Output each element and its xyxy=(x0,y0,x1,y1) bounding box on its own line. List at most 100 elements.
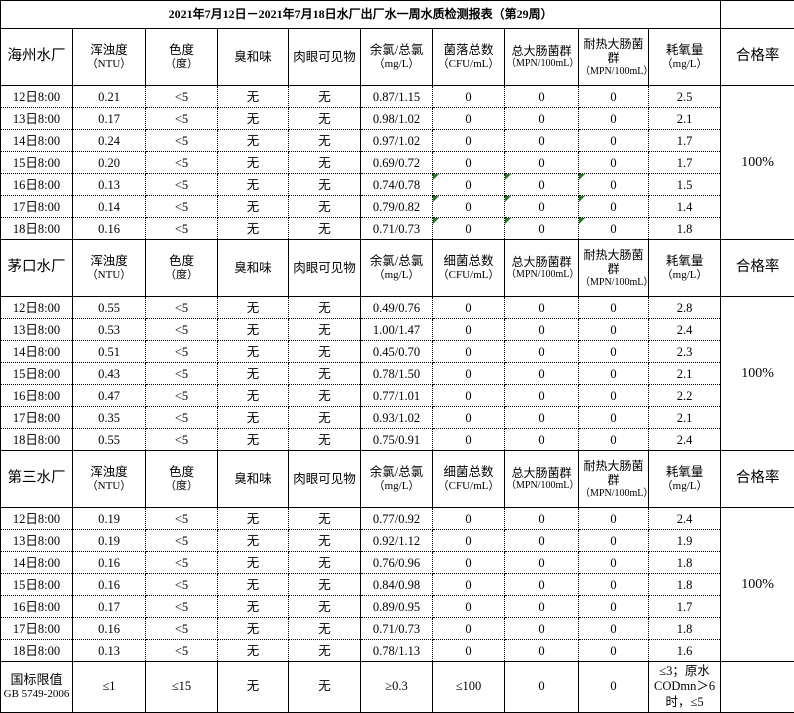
cell-time: 13日8:00 xyxy=(1,530,73,552)
cell-coliform: 0 xyxy=(505,429,579,451)
cell-time: 18日8:00 xyxy=(1,640,73,662)
cell-odor: 无 xyxy=(218,218,289,240)
cell-bacteria: 0 xyxy=(433,385,505,407)
cell-chlorine: 0.49/0.76 xyxy=(361,297,433,319)
col-header-rate: 合格率 xyxy=(721,240,794,297)
cell-thermo-coliform: 0 xyxy=(579,640,649,662)
cell-cod: 1.7 xyxy=(649,130,721,152)
plant-name: 第三水厂 xyxy=(1,451,73,508)
cell-cod: 2.4 xyxy=(649,319,721,341)
cell-odor: 无 xyxy=(218,530,289,552)
cell-turbidity: 0.17 xyxy=(73,108,146,130)
col-header-chlorine: 余氯/总氯（mg/L） xyxy=(361,240,433,297)
col-header-coliform: 总大肠菌群（MPN/100mL） xyxy=(505,240,579,297)
section-header-row: 第三水厂浑浊度（NTU）色度（度）臭和味肉眼可见物余氯/总氯（mg/L）细菌总数… xyxy=(1,451,794,508)
cell-turbidity: 0.35 xyxy=(73,407,146,429)
cell-visible: 无 xyxy=(289,130,361,152)
cell-visible: 无 xyxy=(289,86,361,108)
cell-time: 15日8:00 xyxy=(1,574,73,596)
cell-coliform: 0 xyxy=(505,363,579,385)
cell-bacteria: 0 xyxy=(433,407,505,429)
cell-bacteria: 0 xyxy=(433,618,505,640)
cell-turbidity: 0.24 xyxy=(73,130,146,152)
error-flag-icon xyxy=(433,174,439,180)
cell-chlorine: 0.74/0.78 xyxy=(361,174,433,196)
cell-turbidity: 0.21 xyxy=(73,86,146,108)
cell-time: 14日8:00 xyxy=(1,552,73,574)
cell-turbidity: 0.13 xyxy=(73,640,146,662)
cell-odor: 无 xyxy=(218,407,289,429)
cell-visible: 无 xyxy=(289,552,361,574)
cell-bacteria: 0 xyxy=(433,363,505,385)
cell-time: 12日8:00 xyxy=(1,86,73,108)
cell-time: 14日8:00 xyxy=(1,341,73,363)
cell-coliform: 0 xyxy=(505,640,579,662)
cell-bacteria: 0 xyxy=(433,86,505,108)
cell-chroma: <5 xyxy=(146,407,218,429)
cell-chroma: <5 xyxy=(146,218,218,240)
cell-bacteria: 0 xyxy=(433,574,505,596)
cell-visible: 无 xyxy=(289,508,361,530)
col-header-rate: 合格率 xyxy=(721,29,794,86)
cell-thermo-coliform: 0 xyxy=(579,196,649,218)
cell-bacteria: 0 xyxy=(433,130,505,152)
cell-coliform: 0 xyxy=(505,341,579,363)
cell-chroma: <5 xyxy=(146,108,218,130)
col-header-odor: 臭和味 xyxy=(218,451,289,508)
cell-cod: 2.4 xyxy=(649,429,721,451)
cell-chlorine: 0.76/0.96 xyxy=(361,552,433,574)
cell-bacteria: 0 xyxy=(433,152,505,174)
cell-bacteria: 0 xyxy=(433,297,505,319)
col-header-thermo-coliform: 耐热大肠菌群（MPN/100mL） xyxy=(579,240,649,297)
cell-time: 16日8:00 xyxy=(1,174,73,196)
standard-chlorine: ≥0.3 xyxy=(361,662,433,713)
cell-chlorine: 0.79/0.82 xyxy=(361,196,433,218)
cell-thermo-coliform: 0 xyxy=(579,130,649,152)
cell-coliform: 0 xyxy=(505,297,579,319)
error-flag-icon xyxy=(505,218,511,224)
cell-chroma: <5 xyxy=(146,363,218,385)
cell-odor: 无 xyxy=(218,319,289,341)
error-flag-icon xyxy=(505,196,511,202)
cell-thermo-coliform: 0 xyxy=(579,218,649,240)
col-header-thermo-coliform: 耐热大肠菌群（MPN/100mL） xyxy=(579,29,649,86)
cell-turbidity: 0.16 xyxy=(73,618,146,640)
cell-odor: 无 xyxy=(218,86,289,108)
cell-thermo-coliform: 0 xyxy=(579,508,649,530)
cell-turbidity: 0.16 xyxy=(73,218,146,240)
cell-coliform: 0 xyxy=(505,618,579,640)
cell-cod: 2.1 xyxy=(649,407,721,429)
cell-chlorine: 0.92/1.12 xyxy=(361,530,433,552)
cell-time: 17日8:00 xyxy=(1,618,73,640)
cell-turbidity: 0.20 xyxy=(73,152,146,174)
col-header-bacteria: 细菌总数（CFU/mL） xyxy=(433,240,505,297)
cell-time: 14日8:00 xyxy=(1,130,73,152)
cell-odor: 无 xyxy=(218,385,289,407)
cell-time: 16日8:00 xyxy=(1,596,73,618)
cell-chroma: <5 xyxy=(146,86,218,108)
cell-thermo-coliform: 0 xyxy=(579,552,649,574)
cell-time: 15日8:00 xyxy=(1,363,73,385)
col-header-coliform: 总大肠菌群（MPN/100mL） xyxy=(505,451,579,508)
col-header-odor: 臭和味 xyxy=(218,240,289,297)
plant-name: 海州水厂 xyxy=(1,29,73,86)
error-flag-icon xyxy=(579,174,585,180)
col-header-chlorine: 余氯/总氯（mg/L） xyxy=(361,29,433,86)
cell-bacteria: 0 xyxy=(433,429,505,451)
cell-cod: 1.6 xyxy=(649,640,721,662)
col-header-visible: 肉眼可见物 xyxy=(289,29,361,86)
cell-chroma: <5 xyxy=(146,196,218,218)
cell-cod: 1.8 xyxy=(649,618,721,640)
cell-visible: 无 xyxy=(289,618,361,640)
cell-thermo-coliform: 0 xyxy=(579,152,649,174)
cell-time: 12日8:00 xyxy=(1,297,73,319)
